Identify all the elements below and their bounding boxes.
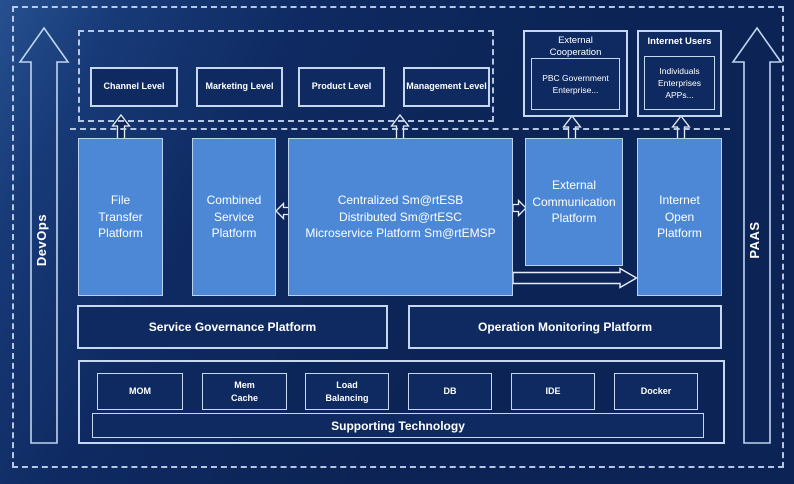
right-arrow-icon <box>512 198 527 218</box>
tech-label: Mem Cache <box>230 379 258 403</box>
level-box-product: Product Level <box>298 67 385 107</box>
supporting-technology-container <box>78 360 725 444</box>
platform-external-communication: External Communication Platform <box>525 138 623 266</box>
platform-file-transfer: File Transfer Platform <box>78 138 163 296</box>
external-cooperation-inner-label: PBC Government Enterprise... <box>542 72 609 95</box>
service-governance-platform-box: Service Governance Platform <box>77 305 388 349</box>
paas-rail-label: PAAS <box>747 221 762 259</box>
devops-up-arrow-icon <box>18 26 70 444</box>
outer-dashed-frame <box>12 6 784 468</box>
level-label: Management Level <box>406 81 487 92</box>
platform-internet-open: Internet Open Platform <box>637 138 722 296</box>
tech-label: MOM <box>129 386 151 397</box>
long-right-arrow-icon <box>512 267 638 289</box>
tech-label: IDE <box>545 386 561 397</box>
devops-rail-label: DevOps <box>34 213 49 267</box>
tech-box-ide: IDE <box>511 373 595 410</box>
tech-label: Load Balancing <box>325 379 369 403</box>
external-cooperation-title: External Cooperation <box>549 35 602 58</box>
level-box-management: Management Level <box>403 67 490 107</box>
platform-combined-service: Combined Service Platform <box>192 138 276 296</box>
levels-dashed-container <box>78 30 494 122</box>
operation-monitoring-platform-box: Operation Monitoring Platform <box>408 305 722 349</box>
supporting-technology-label: Supporting Technology <box>331 418 465 433</box>
paas-up-arrow-icon <box>731 26 783 444</box>
level-box-channel: Channel Level <box>90 67 178 107</box>
level-label: Channel Level <box>103 81 165 92</box>
platform-esb-esc-emsp: Centralized Sm@rtESB Distributed Sm@rtES… <box>288 138 513 296</box>
internet-users-title: Internet Users <box>647 36 712 47</box>
supporting-technology-bar: Supporting Technology <box>92 413 704 438</box>
service-governance-label: Service Governance Platform <box>148 320 317 334</box>
tech-box-mom: MOM <box>97 373 183 410</box>
internet-users-inner-label: Individuals Enterprises APPs... <box>658 65 701 101</box>
tech-box-docker: Docker <box>614 373 698 410</box>
tech-box-db: DB <box>408 373 492 410</box>
tech-label: DB <box>443 386 457 397</box>
external-cooperation-inner-box: PBC Government Enterprise... <box>531 58 620 110</box>
internet-users-inner-box: Individuals Enterprises APPs... <box>644 56 715 110</box>
operation-monitoring-label: Operation Monitoring Platform <box>478 320 652 334</box>
level-box-marketing: Marketing Level <box>196 67 283 107</box>
tech-label: Docker <box>640 386 672 397</box>
level-label: Marketing Level <box>205 81 274 92</box>
tech-box-load-balancing: Load Balancing <box>305 373 389 410</box>
tech-box-mem-cache: Mem Cache <box>202 373 287 410</box>
level-label: Product Level <box>311 81 372 92</box>
horizontal-dashed-separator <box>70 128 730 130</box>
